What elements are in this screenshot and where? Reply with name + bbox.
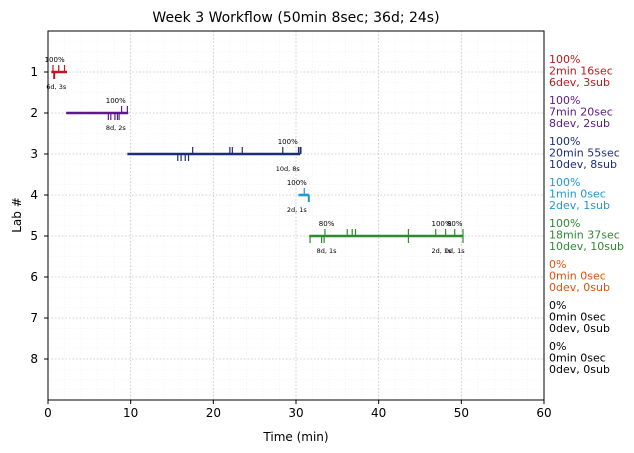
lab-2-percent-label: 100%: [106, 97, 126, 105]
lab-7-summary-line: 0min 0sec: [549, 311, 606, 324]
x-axis: 0 10 20 30 40 50 60: [44, 400, 552, 420]
y-tick-label: 8: [30, 352, 38, 366]
lab-3-percent-label: 100%: [278, 138, 298, 146]
lab-8-summary-line: 0min 0sec: [549, 352, 606, 365]
lab-5-percent-label: 80%: [319, 220, 335, 228]
x-axis-label: Time (min): [262, 430, 328, 444]
lab-4-summary-line: 100%: [549, 176, 580, 189]
lab-4-summary-line: 2dev, 1sub: [549, 199, 610, 212]
lab-2-count-label: 8d, 2s: [106, 124, 127, 132]
x-tick-label: 20: [206, 406, 221, 420]
lab-5-summary-line: 18min 37sec: [549, 229, 620, 242]
y-tick-label: 1: [30, 65, 38, 79]
lab-2-summary-line: 8dev, 2sub: [549, 117, 610, 130]
lab-5-count-label: 2d, 1s: [432, 247, 453, 255]
lab-7-summary-line: 0dev, 0sub: [549, 322, 610, 335]
y-tick-label: 5: [30, 229, 38, 243]
y-tick-label: 7: [30, 311, 38, 325]
y-tick-label: 3: [30, 147, 38, 161]
lab-3-count-label: 10d, 8s: [276, 165, 301, 173]
y-axis-label: Lab #: [10, 197, 24, 233]
lab-1-summary-line: 100%: [549, 53, 580, 66]
x-tick-label: 30: [288, 406, 303, 420]
lab-1-count-label: 6d, 3s: [46, 83, 67, 91]
plot-frame: [47, 30, 545, 401]
y-tick-label: 2: [30, 106, 38, 120]
lab-2-summary-line: 100%: [549, 94, 580, 107]
y-tick-label: 4: [30, 188, 38, 202]
lab-1-summary-line: 2min 16sec: [549, 65, 613, 78]
lab-4-count-label: 2d, 1s: [287, 206, 308, 214]
lab-5-summary-line: 10dev, 10sub: [549, 240, 624, 253]
lab-5-percent-label: 100%: [431, 220, 451, 228]
lab-3-summary-line: 10dev, 8sub: [549, 158, 617, 171]
lab-8-summary-line: 0dev, 0sub: [549, 363, 610, 376]
y-tick-label: 6: [30, 270, 38, 284]
lab-5-count-label: 0d, 1s: [445, 247, 466, 255]
lab-3-summary-line: 100%: [549, 135, 580, 148]
lab-4-percent-label: 100%: [287, 179, 307, 187]
lab-6-summary-line: 0min 0sec: [549, 270, 606, 283]
lab-6-summary-line: 0%: [549, 258, 566, 271]
lab-6-summary-line: 0dev, 0sub: [549, 281, 610, 294]
chart-title: Week 3 Workflow (50min 8sec; 36d; 24s): [152, 10, 439, 26]
lab-1-summary-line: 6dev, 3sub: [549, 76, 610, 89]
y-axis: 1 2 3 4 5 6 7 8: [30, 65, 48, 366]
lab-8-summary-line: 0%: [549, 340, 566, 353]
x-tick-label: 10: [123, 406, 138, 420]
lab-2-summary-line: 7min 20sec: [549, 106, 613, 119]
x-tick-label: 40: [371, 406, 386, 420]
lab-7-summary-line: 0%: [549, 299, 566, 312]
lab-3-summary-line: 20min 55sec: [549, 147, 620, 160]
lab-5-count-label: 8d, 1s: [317, 247, 338, 255]
x-tick-label: 60: [536, 406, 551, 420]
x-tick-label: 0: [44, 406, 52, 420]
lab-5-percent-label: 80%: [447, 220, 463, 228]
lab-4-summary-line: 1min 0sec: [549, 188, 606, 201]
grid: [47, 30, 545, 401]
x-tick-label: 50: [454, 406, 469, 420]
lab-1-percent-label: 100%: [45, 56, 65, 64]
lab-5-summary-line: 100%: [549, 217, 580, 230]
lab-marks: 100% 6d, 3s 100% 8d, 2s 100% 10d, 8s 100% 2d, 1…: [45, 56, 466, 255]
